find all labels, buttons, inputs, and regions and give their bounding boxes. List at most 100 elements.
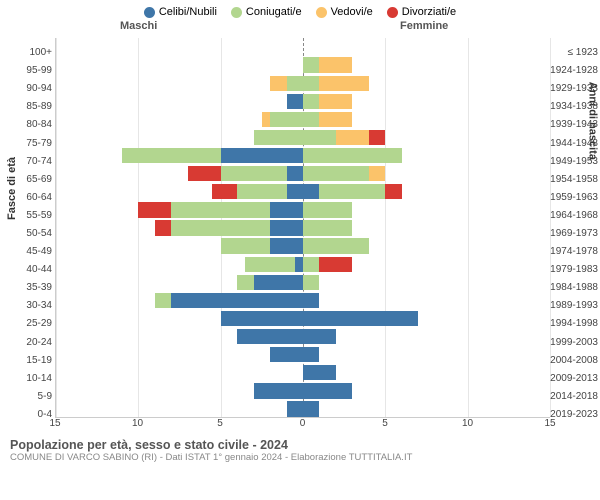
bar-seg-widowed — [319, 94, 352, 109]
legend-label: Divorziati/e — [402, 6, 456, 18]
legend-item-single: Celibi/Nubili — [144, 6, 217, 18]
bar-seg-widowed — [336, 130, 369, 145]
bar-seg-divorced — [155, 220, 171, 235]
pyramid-row — [56, 76, 550, 91]
legend-swatch-icon — [231, 7, 242, 18]
pyramid-row — [56, 130, 550, 145]
birth-year-label: 2014-2018 — [550, 391, 598, 402]
bar-seg-single — [254, 275, 303, 290]
birth-year-label: 1944-1948 — [550, 138, 598, 149]
bar-seg-married — [303, 94, 319, 109]
bar-seg-married — [303, 220, 352, 235]
age-label: 5-9 — [18, 391, 52, 402]
bar-seg-divorced — [188, 166, 221, 181]
age-label: 70-74 — [18, 156, 52, 167]
bar-seg-married — [303, 57, 319, 72]
pyramid-row — [56, 39, 550, 54]
age-label: 30-34 — [18, 300, 52, 311]
bar-seg-married — [303, 76, 319, 91]
birth-year-label: 2004-2008 — [550, 355, 598, 366]
bar-seg-single — [303, 383, 352, 398]
pyramid-row — [56, 57, 550, 72]
age-label: 65-69 — [18, 174, 52, 185]
legend-label: Coniugati/e — [246, 6, 302, 18]
birth-year-label: 1954-1958 — [550, 174, 598, 185]
pyramid-row — [56, 257, 550, 272]
legend-item-widowed: Vedovi/e — [316, 6, 373, 18]
x-axis-ticks: 15105051015 — [55, 418, 550, 432]
x-tick-label: 10 — [132, 418, 143, 429]
bar-seg-single — [303, 184, 319, 199]
legend-swatch-icon — [144, 7, 155, 18]
bar-seg-divorced — [138, 202, 171, 217]
pyramid-row — [56, 401, 550, 416]
legend-swatch-icon — [387, 7, 398, 18]
bar-seg-single — [270, 202, 303, 217]
birth-year-label: 2019-2023 — [550, 409, 598, 420]
birth-year-label: 1939-1943 — [550, 119, 598, 130]
age-label: 55-59 — [18, 210, 52, 221]
pyramid-row — [56, 112, 550, 127]
bar-seg-single — [221, 148, 303, 163]
birth-year-label: 1924-1928 — [550, 65, 598, 76]
bar-seg-divorced — [369, 130, 385, 145]
bar-seg-married — [303, 202, 352, 217]
x-tick-label: 0 — [300, 418, 306, 429]
pyramid-row — [56, 365, 550, 380]
pyramid-row — [56, 293, 550, 308]
gender-headers: Maschi Femmine — [0, 20, 600, 38]
bar-seg-married — [303, 130, 336, 145]
bar-seg-single — [254, 383, 303, 398]
bar-seg-single — [270, 347, 303, 362]
bar-seg-single — [237, 329, 303, 344]
legend-item-married: Coniugati/e — [231, 6, 302, 18]
pyramid-row — [56, 166, 550, 181]
age-label: 10-14 — [18, 373, 52, 384]
x-tick-label: 5 — [217, 418, 223, 429]
age-label: 20-24 — [18, 337, 52, 348]
birth-year-label: 1949-1953 — [550, 156, 598, 167]
pyramid-row — [56, 347, 550, 362]
birth-year-label: 1964-1968 — [550, 210, 598, 221]
birth-year-label: 1979-1983 — [550, 264, 598, 275]
pyramid-row — [56, 311, 550, 326]
bar-seg-married — [319, 184, 385, 199]
legend: Celibi/Nubili Coniugati/e Vedovi/e Divorzia… — [0, 0, 600, 20]
birth-year-label: 2009-2013 — [550, 373, 598, 384]
birth-year-label: ≤ 1923 — [567, 47, 598, 58]
bar-seg-widowed — [319, 57, 352, 72]
birth-year-label: 1969-1973 — [550, 228, 598, 239]
bar-seg-married — [254, 130, 303, 145]
age-label: 95-99 — [18, 65, 52, 76]
bar-seg-married — [245, 257, 294, 272]
bar-seg-single — [295, 257, 303, 272]
age-label: 0-4 — [18, 409, 52, 420]
birth-year-label: 1989-1993 — [550, 300, 598, 311]
bar-seg-divorced — [319, 257, 352, 272]
bar-seg-married — [122, 148, 221, 163]
bar-seg-married — [270, 112, 303, 127]
bar-seg-married — [171, 220, 270, 235]
birth-year-label: 1959-1963 — [550, 192, 598, 203]
age-label: 90-94 — [18, 83, 52, 94]
age-label: 25-29 — [18, 318, 52, 329]
bar-seg-widowed — [319, 76, 368, 91]
pyramid-row — [56, 275, 550, 290]
bar-seg-married — [237, 275, 253, 290]
bar-seg-single — [270, 238, 303, 253]
bar-seg-married — [287, 76, 303, 91]
bar-seg-single — [287, 94, 303, 109]
female-header: Femmine — [400, 20, 448, 32]
birth-year-label: 1934-1938 — [550, 101, 598, 112]
age-label: 60-64 — [18, 192, 52, 203]
bar-seg-widowed — [319, 112, 352, 127]
birth-year-label: 1974-1978 — [550, 246, 598, 257]
bar-seg-single — [303, 401, 319, 416]
age-label: 45-49 — [18, 246, 52, 257]
bar-seg-single — [270, 220, 303, 235]
bar-seg-married — [171, 202, 270, 217]
bar-seg-married — [303, 112, 319, 127]
bar-seg-widowed — [262, 112, 270, 127]
y-axis-left-title: Fasce di età — [6, 157, 18, 220]
chart-subtitle: COMUNE DI VARCO SABINO (RI) - Dati ISTAT… — [10, 452, 590, 463]
